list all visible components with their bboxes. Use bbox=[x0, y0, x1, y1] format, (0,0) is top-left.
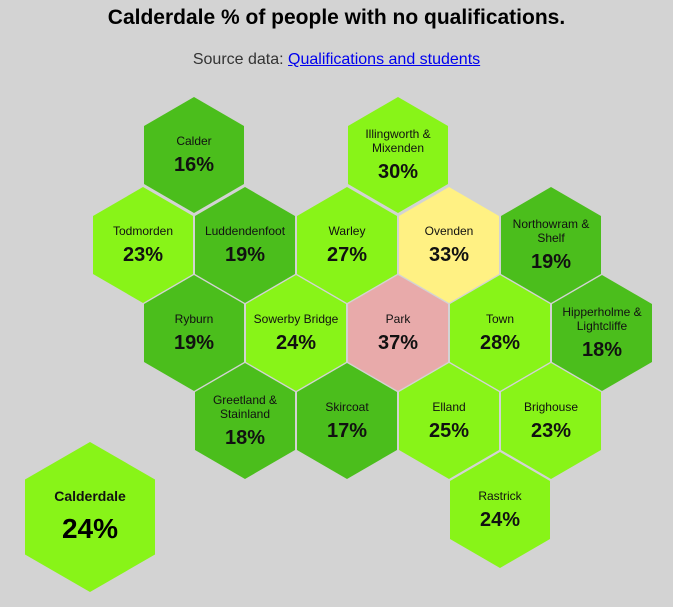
hex-name: Illingworth & Mixenden bbox=[365, 126, 431, 155]
hex-name: Skircoat bbox=[325, 399, 369, 414]
hex: Skircoat 17% bbox=[297, 363, 397, 479]
hex-value: 25% bbox=[428, 419, 470, 442]
hex: Ryburn 19% bbox=[144, 275, 244, 391]
hex-name: Sowerby Bridge bbox=[253, 311, 339, 326]
hex-name: Ovenden bbox=[424, 223, 474, 238]
hex: Calder 16% bbox=[144, 97, 244, 213]
hex-value: 23% bbox=[122, 243, 164, 266]
hex-value: 24% bbox=[479, 508, 521, 531]
hex-value: 19% bbox=[173, 331, 215, 354]
hex-value: 27% bbox=[326, 243, 368, 266]
hex-value: 19% bbox=[530, 250, 572, 273]
hex: Northowram & Shelf 19% bbox=[501, 187, 601, 303]
source-label: Source data: bbox=[192, 51, 284, 68]
hex-name: Greetland & Stainland bbox=[212, 392, 278, 421]
hex: Hipperholme & Lightcliffe 18% bbox=[552, 275, 652, 391]
hex-value: 37% bbox=[377, 331, 419, 354]
hex-value: 18% bbox=[581, 338, 623, 361]
hex-value: 28% bbox=[479, 331, 521, 354]
hex-name: Park bbox=[385, 311, 411, 326]
hex: Sowerby Bridge 24% bbox=[246, 275, 346, 391]
hex-name: Todmorden bbox=[112, 223, 174, 238]
hex-value: 30% bbox=[377, 160, 419, 183]
hex-value: 33% bbox=[428, 243, 470, 266]
hex: Illingworth & Mixenden 30% bbox=[348, 97, 448, 213]
summary-hex: Calderdale 24% bbox=[25, 442, 155, 592]
hex: Greetland & Stainland 18% bbox=[195, 363, 295, 479]
hex: Brighouse 23% bbox=[501, 363, 601, 479]
title: Calderdale % of people with no qualifica… bbox=[107, 6, 566, 29]
hex: Elland 25% bbox=[399, 363, 499, 479]
source-link[interactable]: Qualifications and students bbox=[288, 51, 481, 68]
hex-value: 19% bbox=[224, 243, 266, 266]
hex: Town 28% bbox=[450, 275, 550, 391]
hex-value: 16% bbox=[173, 153, 215, 176]
hex-name: Warley bbox=[328, 223, 366, 238]
hex-value: 17% bbox=[326, 419, 368, 442]
hex-name: Town bbox=[485, 311, 514, 326]
hex-value: 18% bbox=[224, 426, 266, 449]
hex-name: Northowram & Shelf bbox=[512, 216, 590, 245]
hex: Park 37% bbox=[348, 275, 448, 391]
hex-name: Elland bbox=[432, 399, 466, 414]
hex-name: Calder bbox=[176, 133, 212, 148]
hex-value: 24% bbox=[275, 331, 317, 354]
summary-name: Calderdale bbox=[54, 488, 126, 504]
summary-value: 24% bbox=[61, 513, 119, 544]
hex-name: Ryburn bbox=[174, 311, 214, 326]
hex-value: 23% bbox=[530, 419, 572, 442]
source-line: Source data: Qualifications and students bbox=[0, 51, 673, 69]
hex-name: Hipperholme & Lightcliffe bbox=[562, 304, 642, 333]
hex-name: Luddendenfoot bbox=[204, 223, 286, 238]
hex-name: Rastrick bbox=[478, 488, 522, 503]
hex-name: Brighouse bbox=[523, 399, 579, 414]
